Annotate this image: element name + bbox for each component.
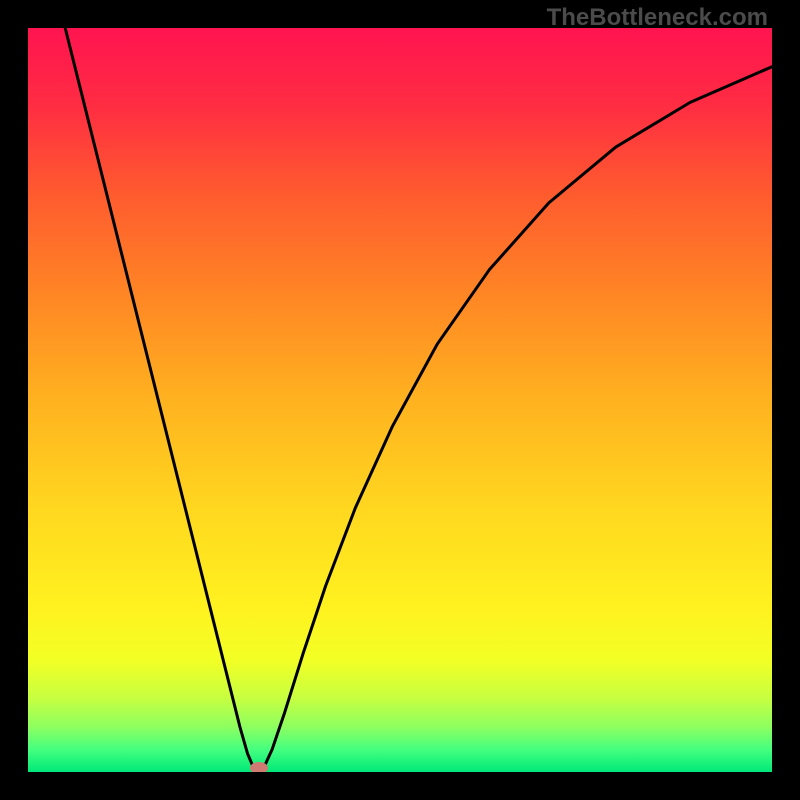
bottleneck-curve — [28, 28, 772, 772]
watermark-label: TheBottleneck.com — [547, 4, 768, 32]
plot-area — [28, 28, 772, 772]
optimum-marker — [250, 762, 268, 772]
